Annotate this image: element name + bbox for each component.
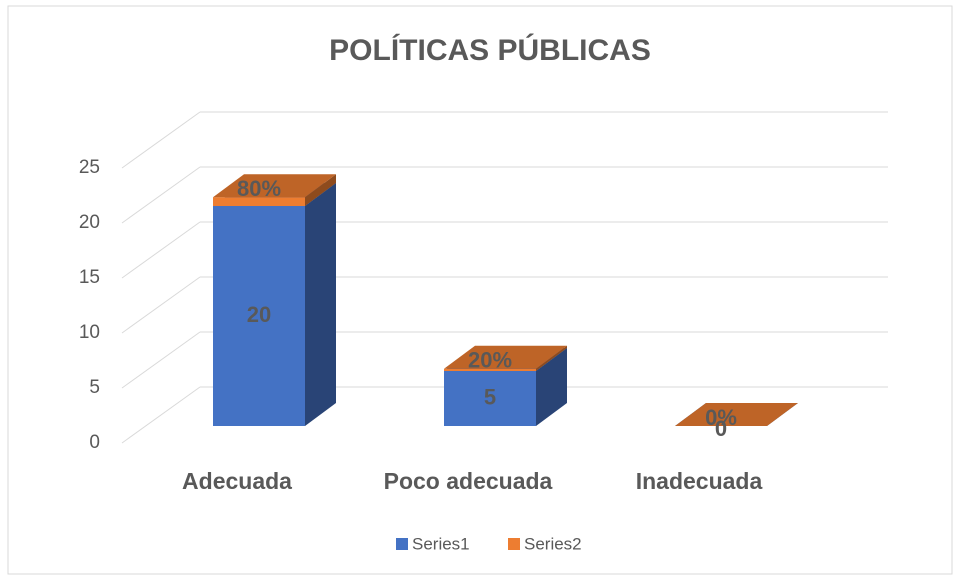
- legend-label: Series1: [412, 534, 470, 553]
- data-label: 80%: [237, 176, 281, 201]
- legend-swatch: [396, 538, 408, 550]
- x-tick-label: Poco adecuada: [384, 468, 553, 494]
- y-tick-label: 15: [79, 267, 100, 288]
- bar-side: [305, 183, 336, 426]
- y-tick-label: 5: [89, 377, 100, 398]
- x-tick-label: Inadecuada: [636, 468, 763, 494]
- grid-line: [121, 166, 201, 224]
- data-label: 0%: [705, 405, 737, 430]
- bar-side: [305, 174, 336, 206]
- data-label: 0: [715, 416, 727, 441]
- grid-line: [121, 276, 201, 334]
- y-tick-label: 20: [79, 212, 100, 233]
- chart-border: [7, 5, 953, 575]
- data-label: 20%: [468, 348, 512, 373]
- bar-top: [675, 403, 798, 426]
- x-tick-label: Adecuada: [182, 468, 292, 494]
- y-tick-label: 0: [89, 432, 100, 453]
- data-label: 20: [247, 302, 271, 327]
- bar: [444, 368, 536, 371]
- y-tick-label: 10: [79, 322, 100, 343]
- bar: [213, 206, 305, 426]
- data-label: 5: [484, 384, 496, 409]
- chart-title: POLÍTICAS PÚBLICAS: [329, 33, 651, 67]
- grid-line: [121, 331, 201, 389]
- y-tick-label: 25: [79, 157, 100, 178]
- bar-top: [213, 174, 336, 198]
- legend-swatch: [508, 538, 520, 550]
- bar-top: [444, 345, 567, 369]
- legend-label: Series2: [524, 534, 582, 553]
- grid-line: [121, 111, 201, 169]
- bar-side: [536, 348, 567, 426]
- bar: [213, 197, 305, 206]
- grid-line: [121, 386, 201, 444]
- bar-side: [536, 345, 567, 371]
- grid-line: [121, 221, 201, 279]
- bar: [444, 371, 536, 426]
